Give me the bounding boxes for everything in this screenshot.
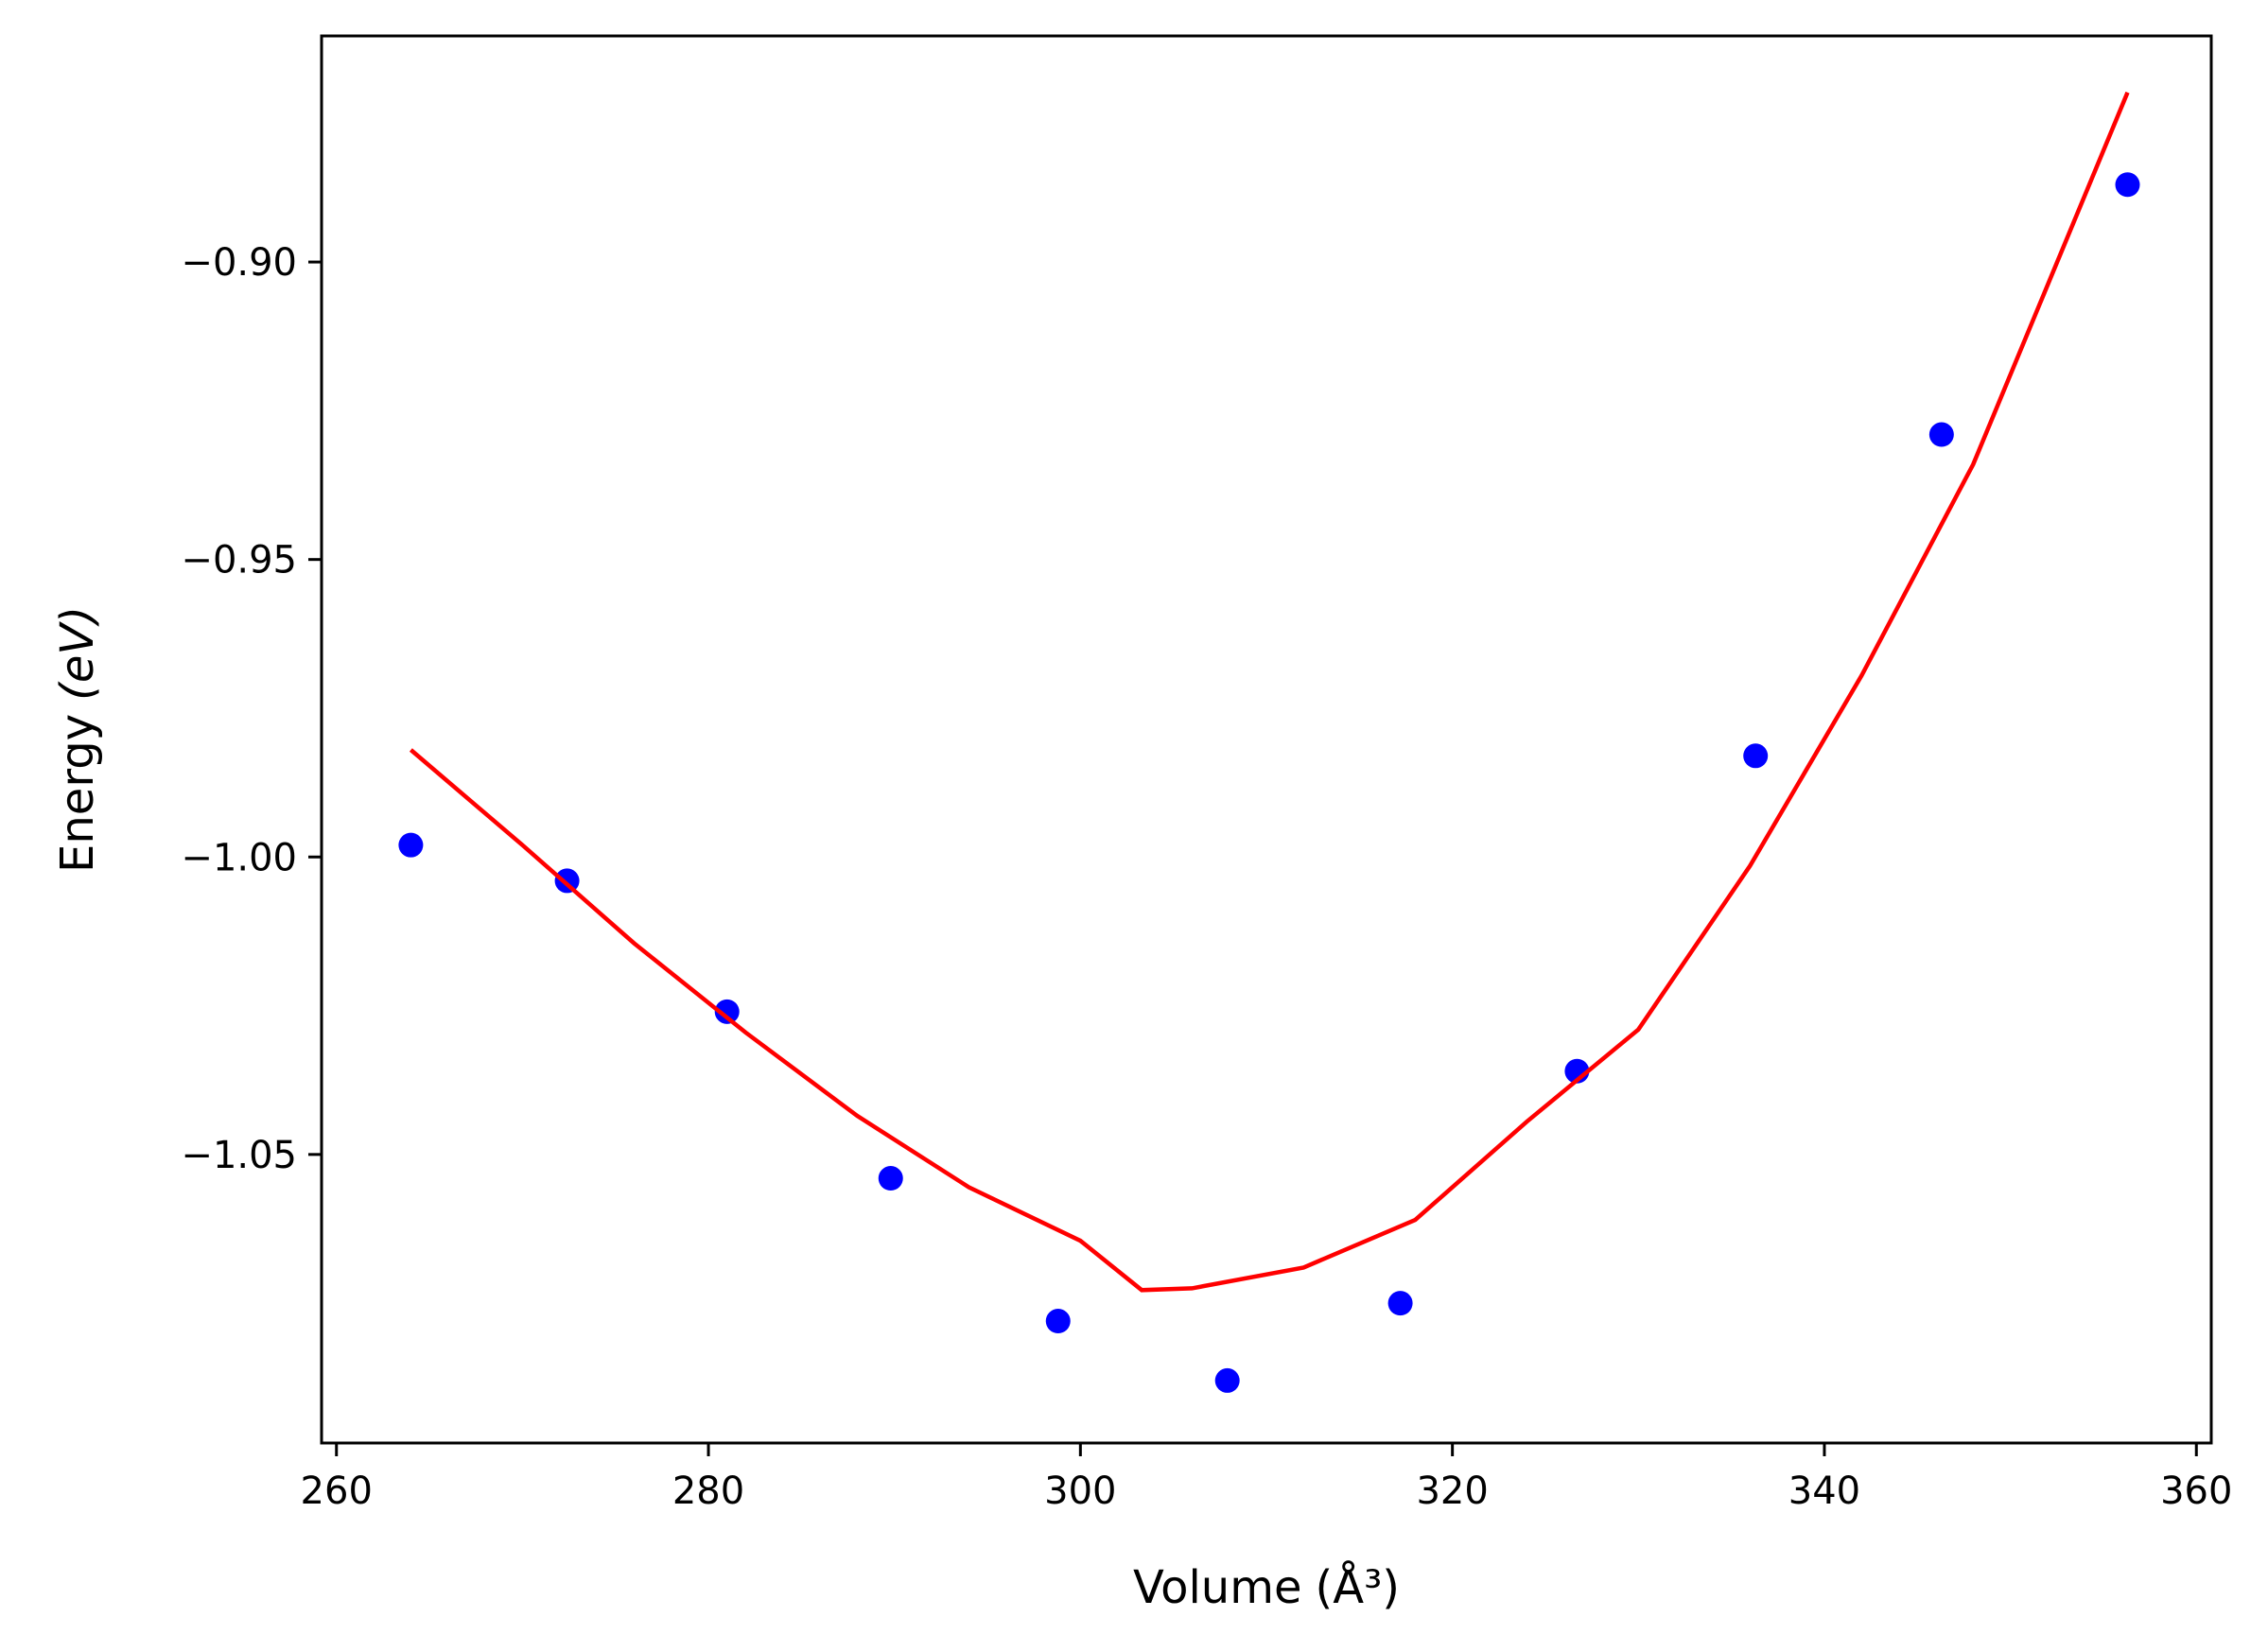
x-tick-label: 340 [1788, 1469, 1860, 1513]
data-point [398, 832, 424, 858]
y-axis-label: Energy (eV) [51, 606, 104, 873]
y-axis-label-text: Energy [51, 714, 104, 873]
data-point [878, 1166, 903, 1191]
x-tick-label: 300 [1044, 1469, 1116, 1513]
data-point [1045, 1309, 1071, 1334]
x-tick-label: 360 [2160, 1469, 2232, 1513]
x-tick-label: 280 [672, 1469, 744, 1513]
y-tick-label: −1.00 [181, 836, 297, 879]
x-tick-label: 320 [1416, 1469, 1488, 1513]
x-tick-label: 260 [301, 1469, 373, 1513]
data-point [1743, 743, 1769, 769]
data-point [1214, 1367, 1240, 1393]
data-point [1928, 422, 1954, 447]
plot-area [398, 91, 2140, 1393]
data-point [714, 999, 740, 1024]
y-tick-label: −0.95 [181, 539, 297, 583]
plot-frame [320, 34, 2213, 1445]
data-point [2115, 172, 2140, 198]
y-tick-label: −1.05 [181, 1134, 297, 1177]
axes: 260 280 300 320 340 360 −1.05 −1.00 −0.95 −0.90 [181, 34, 2232, 1513]
x-axis-label-unit: (Å³) [1316, 1560, 1401, 1614]
x-axis-label: Volume (Å³) [1133, 1560, 1400, 1614]
y-tick-label: −0.90 [181, 241, 297, 285]
y-axis-label-unit: (eV) [51, 606, 104, 701]
x-axis-label-text: Volume [1133, 1561, 1302, 1614]
fit-curve [409, 91, 2130, 1293]
data-point [1387, 1291, 1413, 1316]
